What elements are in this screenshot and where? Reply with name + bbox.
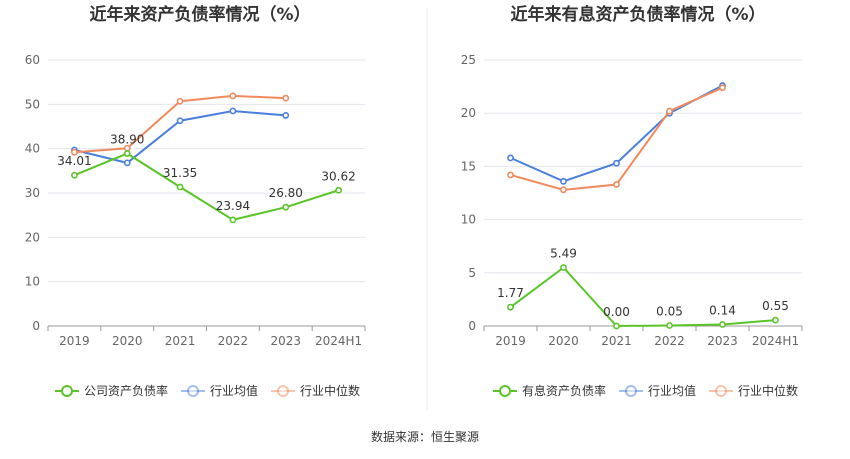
series-point (123, 159, 131, 167)
data-label: 0.00 (603, 305, 630, 319)
legend-label: 行业中位数 (738, 383, 798, 398)
series-point (176, 117, 184, 125)
series-point (613, 181, 620, 188)
series-point (666, 322, 673, 329)
series-point (71, 171, 78, 179)
legend-swatch-marker (187, 385, 199, 397)
series-point (229, 107, 237, 115)
y-tick-label: 0 (468, 319, 476, 333)
series-point (507, 154, 514, 162)
y-tick-label: 10 (461, 213, 476, 227)
y-tick-label: 5 (468, 266, 476, 280)
series-point (123, 150, 131, 157)
data-label: 26.80 (269, 186, 303, 200)
legend-label: 公司资产负债率 (84, 383, 168, 398)
y-tick-label: 15 (461, 159, 476, 173)
y-tick-label: 30 (25, 186, 40, 200)
data-label: 31.35 (163, 166, 197, 180)
legend-swatch-marker (61, 385, 73, 397)
series-point (176, 97, 184, 105)
series-line (74, 152, 339, 221)
series-point (229, 216, 237, 224)
y-tick-label: 25 (461, 53, 476, 67)
y-tick-label: 40 (25, 142, 40, 156)
legend-swatch-marker (625, 385, 637, 397)
x-tick-label: 2022 (654, 334, 685, 348)
series-point (507, 303, 514, 311)
series-point (719, 321, 726, 328)
series-point (71, 148, 78, 156)
y-tick-label: 10 (25, 275, 40, 289)
series-point (666, 107, 673, 115)
y-tick-label: 60 (25, 53, 40, 67)
y-tick-label: 20 (461, 106, 476, 120)
series-point (176, 183, 184, 191)
y-tick-label: 0 (32, 319, 40, 333)
chart-title: 近年来资产负债率情况（%） (89, 4, 310, 25)
y-tick-label: 20 (25, 230, 40, 244)
x-tick-label: 2024H1 (752, 334, 799, 348)
series-point (560, 264, 567, 271)
data-label: 5.49 (550, 247, 577, 261)
data-label: 0.55 (762, 299, 789, 313)
data-label: 0.14 (709, 304, 736, 318)
series-point (335, 186, 342, 194)
y-tick-label: 50 (25, 97, 40, 111)
chart-panel-interest-debt-ratio: 近年来有息资产负债率情况（%） 0 5 10 15 20 25 2019 2020 2021 202… (461, 4, 803, 398)
chart-title: 近年来有息资产负债率情况（%） (510, 4, 765, 25)
legend-swatch-marker (499, 385, 511, 397)
data-label: 23.94 (216, 199, 250, 213)
series-point (282, 112, 290, 119)
x-tick-label: 2024H1 (315, 334, 362, 348)
x-tick-label: 2021 (165, 334, 196, 348)
series-line (509, 266, 776, 328)
series-point (613, 159, 620, 167)
x-tick-label: 2023 (270, 334, 301, 348)
data-label: 0.05 (656, 304, 683, 318)
legend-label: 行业中位数 (300, 383, 360, 398)
data-label: 1.77 (497, 286, 524, 300)
legend-swatch-marker (277, 385, 289, 397)
series-point (613, 322, 620, 330)
x-tick-label: 2019 (59, 334, 90, 348)
series-point (229, 92, 237, 100)
x-tick-label: 2021 (601, 334, 632, 348)
series-line (510, 84, 723, 183)
series-point (719, 84, 726, 92)
series-point (282, 94, 290, 102)
data-label: 34.01 (57, 154, 91, 168)
series-point (772, 316, 779, 324)
series-point (282, 203, 290, 211)
x-tick-label: 2022 (218, 334, 249, 348)
chart-panel-debt-ratio: 近年来资产负债率情况（%） 0 10 20 30 40 50 60 2019 2020 2021 20… (25, 4, 366, 398)
x-tick-label: 2023 (707, 334, 738, 348)
series-point (560, 177, 567, 185)
legend-label: 行业均值 (210, 383, 258, 398)
legend-swatch-marker (715, 385, 727, 397)
x-tick-label: 2020 (112, 334, 143, 348)
x-tick-label: 2019 (495, 334, 526, 348)
legend-label: 行业均值 (648, 383, 696, 398)
series-point (507, 171, 514, 179)
data-label: 30.62 (321, 169, 355, 183)
legend-label: 有息资产负债率 (522, 383, 606, 398)
data-label: 38.90 (110, 133, 144, 147)
x-tick-label: 2020 (548, 334, 579, 348)
series-point (560, 186, 567, 194)
data-source-note: 数据来源：恒生聚源 (370, 430, 479, 444)
